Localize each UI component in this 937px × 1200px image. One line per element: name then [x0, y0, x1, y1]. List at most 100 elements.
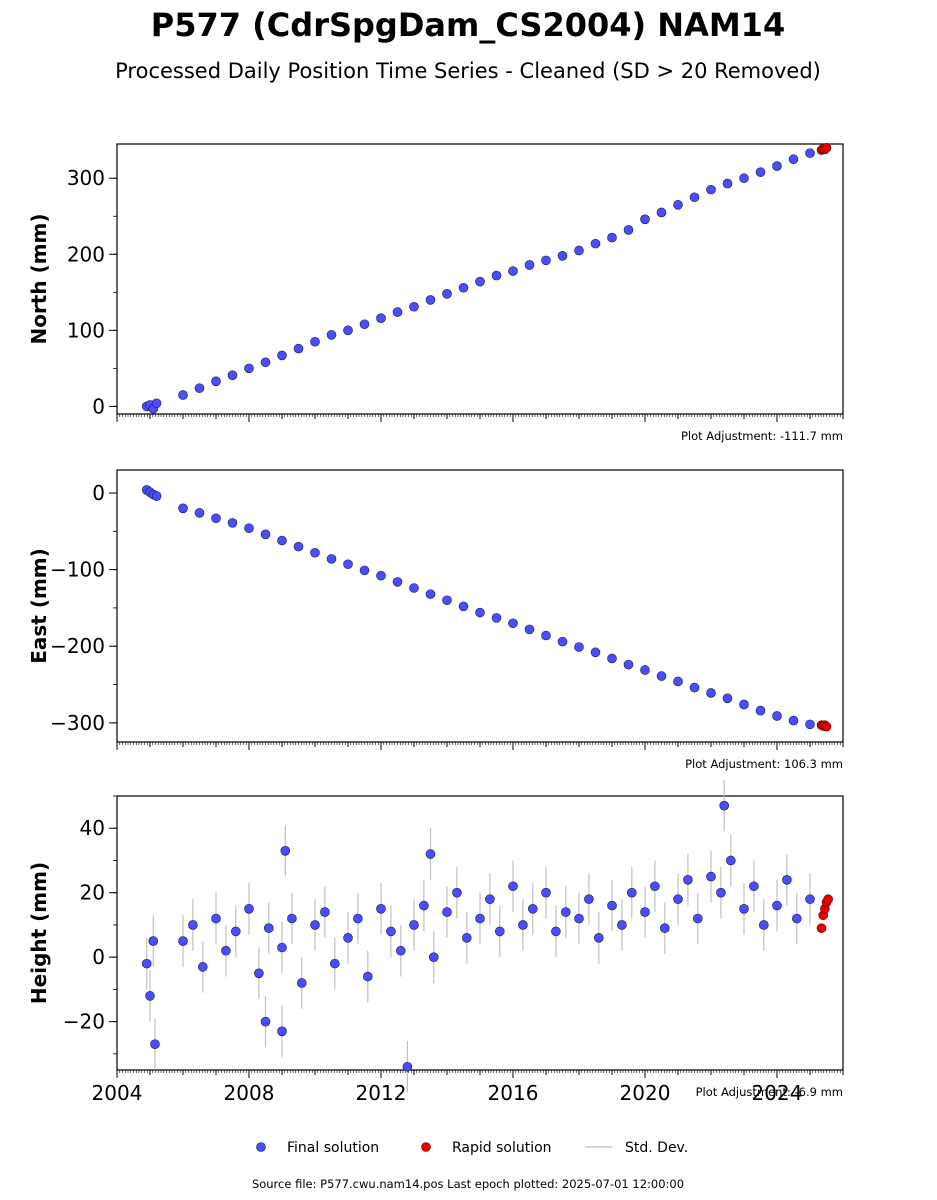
final-solution-point [428, 952, 439, 962]
final-solution-point [343, 933, 353, 943]
final-solution-point [485, 894, 495, 904]
final-solution-point [277, 1026, 287, 1037]
final-solution-point [706, 184, 716, 195]
final-solution-point [141, 958, 152, 969]
final-solution-point [211, 513, 221, 524]
final-solution-point [395, 945, 406, 956]
x-tick-label: 2024 [752, 1081, 803, 1105]
final-solution-point [188, 920, 198, 930]
final-solution-point [409, 583, 419, 593]
final-solution-point [150, 1039, 160, 1050]
final-solution-point [739, 699, 749, 710]
final-solution-point [805, 148, 815, 158]
rapid-solution-point [816, 923, 827, 933]
final-solution-point [788, 715, 799, 726]
final-solution-point [508, 881, 518, 892]
y-axis-label: East (mm) [27, 548, 51, 664]
final-solution-point [461, 933, 472, 943]
final-solution-point [722, 178, 733, 189]
final-solution-point [458, 282, 469, 293]
final-solution-point [362, 971, 373, 982]
x-tick-label: 2020 [620, 1081, 671, 1105]
final-solution-point [475, 607, 485, 618]
final-solution-point [782, 875, 792, 885]
y-tick-label: 0 [92, 481, 105, 505]
final-solution-point [659, 923, 670, 933]
final-solution-point [656, 207, 667, 218]
final-solution-point [244, 363, 254, 374]
y-tick-label: 0 [92, 394, 105, 418]
final-solution-point [425, 295, 436, 305]
final-solution-point [254, 968, 264, 979]
final-solution-point [409, 920, 419, 930]
final-solution-point [475, 913, 485, 924]
final-solution-point [475, 276, 485, 287]
final-solution-point [508, 266, 518, 276]
final-solution-point [524, 624, 535, 635]
final-solution-point [231, 926, 241, 937]
final-solution-point [706, 688, 716, 698]
y-tick-label: 300 [67, 166, 105, 190]
final-solution-point [263, 923, 274, 933]
final-solution-point [692, 913, 703, 924]
y-tick-label: 40 [80, 816, 105, 840]
final-solution-point [452, 887, 462, 898]
final-solution-point [584, 894, 594, 904]
final-solution-point [260, 357, 271, 368]
final-solution-point [656, 671, 667, 681]
final-solution-point [494, 926, 505, 937]
final-solution-point [244, 904, 254, 914]
final-solution-point [617, 920, 627, 930]
final-solution-point [425, 849, 436, 859]
final-solution-point [758, 920, 769, 930]
final-solution-point [277, 350, 287, 361]
final-solution-point [706, 871, 716, 882]
final-solution-point [640, 907, 650, 917]
final-solution-point [551, 926, 561, 937]
final-solution-point [178, 390, 188, 400]
final-solution-point [310, 336, 320, 347]
rapid-solution-point [821, 721, 832, 732]
x-tick-label: 2004 [92, 1081, 143, 1105]
final-solution-point [409, 301, 419, 312]
final-solution-point [442, 595, 452, 606]
y-tick-label: −300 [50, 711, 105, 735]
final-solution-point [293, 343, 304, 354]
final-solution-point [359, 565, 370, 576]
panel-north: 0 100 200 300 North (mm) Plot Adjustment: -11… [27, 143, 844, 443]
plot-adjustment-note: Plot Adjustment: 106.3 mm [685, 757, 843, 771]
figure-footer: Source file: P577.cwu.nam14.pos Last epo… [252, 1177, 684, 1191]
final-solution-point [788, 154, 799, 165]
final-solution-point [722, 693, 733, 704]
final-solution-point [386, 926, 396, 937]
x-tick-label: 2016 [488, 1081, 539, 1105]
final-solution-point [458, 601, 469, 612]
final-solution-point [626, 887, 637, 898]
final-solution-point [689, 682, 700, 693]
final-solution-point [145, 991, 155, 1001]
final-solution-point [541, 887, 551, 898]
final-solution-point [607, 900, 617, 911]
final-solution-point [310, 920, 320, 930]
figure-title: P577 (CdrSpgDam_CS2004) NAM14 [151, 6, 785, 44]
final-solution-point [260, 529, 271, 540]
final-solution-point [640, 214, 650, 225]
final-solution-point [296, 978, 307, 988]
final-solution-point [320, 907, 330, 917]
final-solution-point [151, 398, 162, 409]
final-solution-point [557, 636, 568, 647]
final-solution-point [211, 376, 221, 387]
y-tick-label: −200 [50, 634, 105, 658]
final-solution-point [739, 904, 749, 914]
final-solution-point [772, 900, 782, 911]
final-solution-point [590, 238, 601, 249]
final-solution-point [244, 523, 254, 534]
final-solution-point [178, 936, 188, 946]
final-solution-point [359, 319, 370, 330]
final-solution-point [425, 589, 436, 599]
final-solution-point [491, 613, 502, 623]
final-solution-point [574, 642, 584, 652]
final-solution-point [151, 491, 162, 501]
legend-stddev-label: Std. Dev. [625, 1140, 688, 1156]
